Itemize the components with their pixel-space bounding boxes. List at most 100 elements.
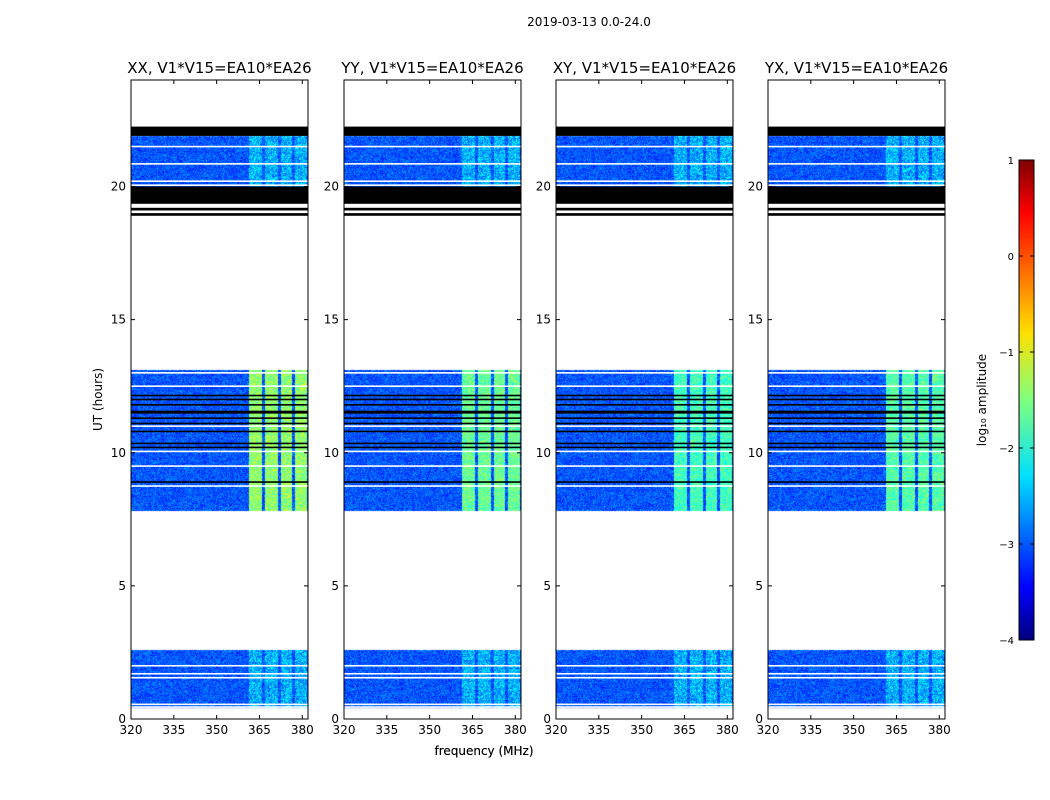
- gap-line: [131, 706, 308, 708]
- gap-line: [768, 672, 945, 675]
- colorbar: −4 −3 −2 −1 0 1 log₁₀ amplitude: [975, 156, 1035, 647]
- flag-line: [344, 422, 521, 425]
- flag-line: [768, 446, 945, 449]
- y-tick-label: 20: [748, 180, 763, 194]
- gap-line: [556, 664, 733, 667]
- gap-line: [344, 184, 521, 186]
- y-tick-label: 10: [324, 446, 339, 460]
- flag-line: [768, 442, 945, 445]
- gap-line: [344, 145, 521, 148]
- gap-line: [768, 706, 945, 708]
- flag-line: [768, 417, 945, 419]
- x-tick-label: 365: [673, 723, 696, 737]
- flag-line: [768, 410, 945, 413]
- y-tick-label: 10: [748, 446, 763, 460]
- flag-line: [131, 442, 308, 445]
- y-tick-label: 20: [111, 180, 126, 194]
- flag-line: [768, 404, 945, 406]
- gap-line: [131, 465, 308, 467]
- x-tick-label: 335: [587, 723, 610, 737]
- flagged-band: [344, 207, 521, 211]
- flag-line: [768, 412, 945, 414]
- flag-line: [556, 394, 733, 397]
- flag-line: [344, 398, 521, 401]
- panels: 320 335 350 365 380 0 5 10 15 20 XX, V1*V15=EA10*E…: [91, 59, 951, 758]
- y-tick-label: 15: [324, 313, 339, 327]
- colorbar-gradient: [1019, 160, 1034, 640]
- y-tick-label: 10: [536, 446, 551, 460]
- gap-line: [344, 706, 521, 708]
- flag-line: [131, 404, 308, 406]
- flag-line: [556, 442, 733, 445]
- gap-line: [344, 465, 521, 467]
- x-tick-label: 320: [757, 723, 780, 737]
- x-tick-label: 365: [885, 723, 908, 737]
- panel-title: YY, V1*V15=EA10*EA26: [340, 59, 523, 77]
- y-tick-label: 5: [755, 579, 763, 593]
- gap-line: [131, 425, 308, 427]
- x-tick-label: 350: [418, 723, 441, 737]
- y-tick-label: 0: [331, 712, 339, 726]
- x-tick-label: 320: [545, 723, 568, 737]
- flag-line: [131, 422, 308, 425]
- gap-line: [344, 703, 521, 706]
- gap-line: [556, 485, 733, 487]
- flag-line: [556, 481, 733, 483]
- gap-line: [556, 385, 733, 387]
- axes-frame: [130, 79, 309, 720]
- flagged-band: [556, 207, 733, 211]
- flag-line: [556, 412, 733, 414]
- flagged-band: [344, 213, 521, 216]
- gap-line: [131, 385, 308, 387]
- gap-line: [556, 184, 733, 186]
- colorbar-tick-label: 1: [1008, 156, 1014, 167]
- gap-line: [768, 664, 945, 667]
- flag-line: [131, 410, 308, 413]
- flag-line: [131, 446, 308, 449]
- y-tick-label: 20: [536, 180, 551, 194]
- gap-line: [556, 706, 733, 708]
- gap-line: [344, 425, 521, 427]
- panel-title: YX, V1*V15=EA10*EA26: [764, 59, 948, 77]
- x-tick-label: 335: [375, 723, 398, 737]
- flag-line: [768, 394, 945, 397]
- axes-frame: [555, 79, 734, 720]
- y-tick-label: 0: [543, 712, 551, 726]
- axes-frame: [767, 79, 946, 720]
- gap-line: [131, 372, 308, 374]
- flag-line: [344, 412, 521, 414]
- flagged-band: [768, 126, 945, 136]
- x-tick-label: 320: [333, 723, 356, 737]
- x-tick-label: 335: [162, 723, 185, 737]
- panel-title: XY, V1*V15=EA10*EA26: [553, 59, 736, 77]
- gap-line: [131, 485, 308, 487]
- gap-line: [131, 676, 308, 679]
- gap-line: [344, 372, 521, 374]
- gap-line: [768, 145, 945, 148]
- y-tick-label: 5: [543, 579, 551, 593]
- y-tick-label: 15: [748, 313, 763, 327]
- gap-line: [131, 703, 308, 706]
- gap-line: [556, 425, 733, 427]
- x-axis-label: frequency (MHz): [434, 744, 533, 758]
- x-tick-label: 320: [120, 723, 143, 737]
- flag-line: [556, 422, 733, 425]
- flagged-band: [768, 186, 945, 204]
- x-tick-label: 350: [842, 723, 865, 737]
- colorbar-tick-label: −4: [999, 636, 1014, 647]
- gap-line: [344, 180, 521, 182]
- y-tick-label: 0: [755, 712, 763, 726]
- panel-title: XX, V1*V15=EA10*EA26: [127, 59, 311, 77]
- flag-line: [344, 417, 521, 419]
- colorbar-label: log₁₀ amplitude: [975, 354, 989, 446]
- y-tick-label: 15: [536, 313, 551, 327]
- gap-line: [768, 450, 945, 453]
- panel-2: 320 335 350 365 380 0 5 10 15 20 XY, V1*V15=EA10*E…: [536, 59, 739, 737]
- flag-line: [344, 394, 521, 397]
- gap-line: [768, 676, 945, 679]
- gap-line: [344, 163, 521, 165]
- gap-line: [131, 145, 308, 148]
- colorbar-frame: [1018, 159, 1035, 641]
- flag-line: [556, 446, 733, 449]
